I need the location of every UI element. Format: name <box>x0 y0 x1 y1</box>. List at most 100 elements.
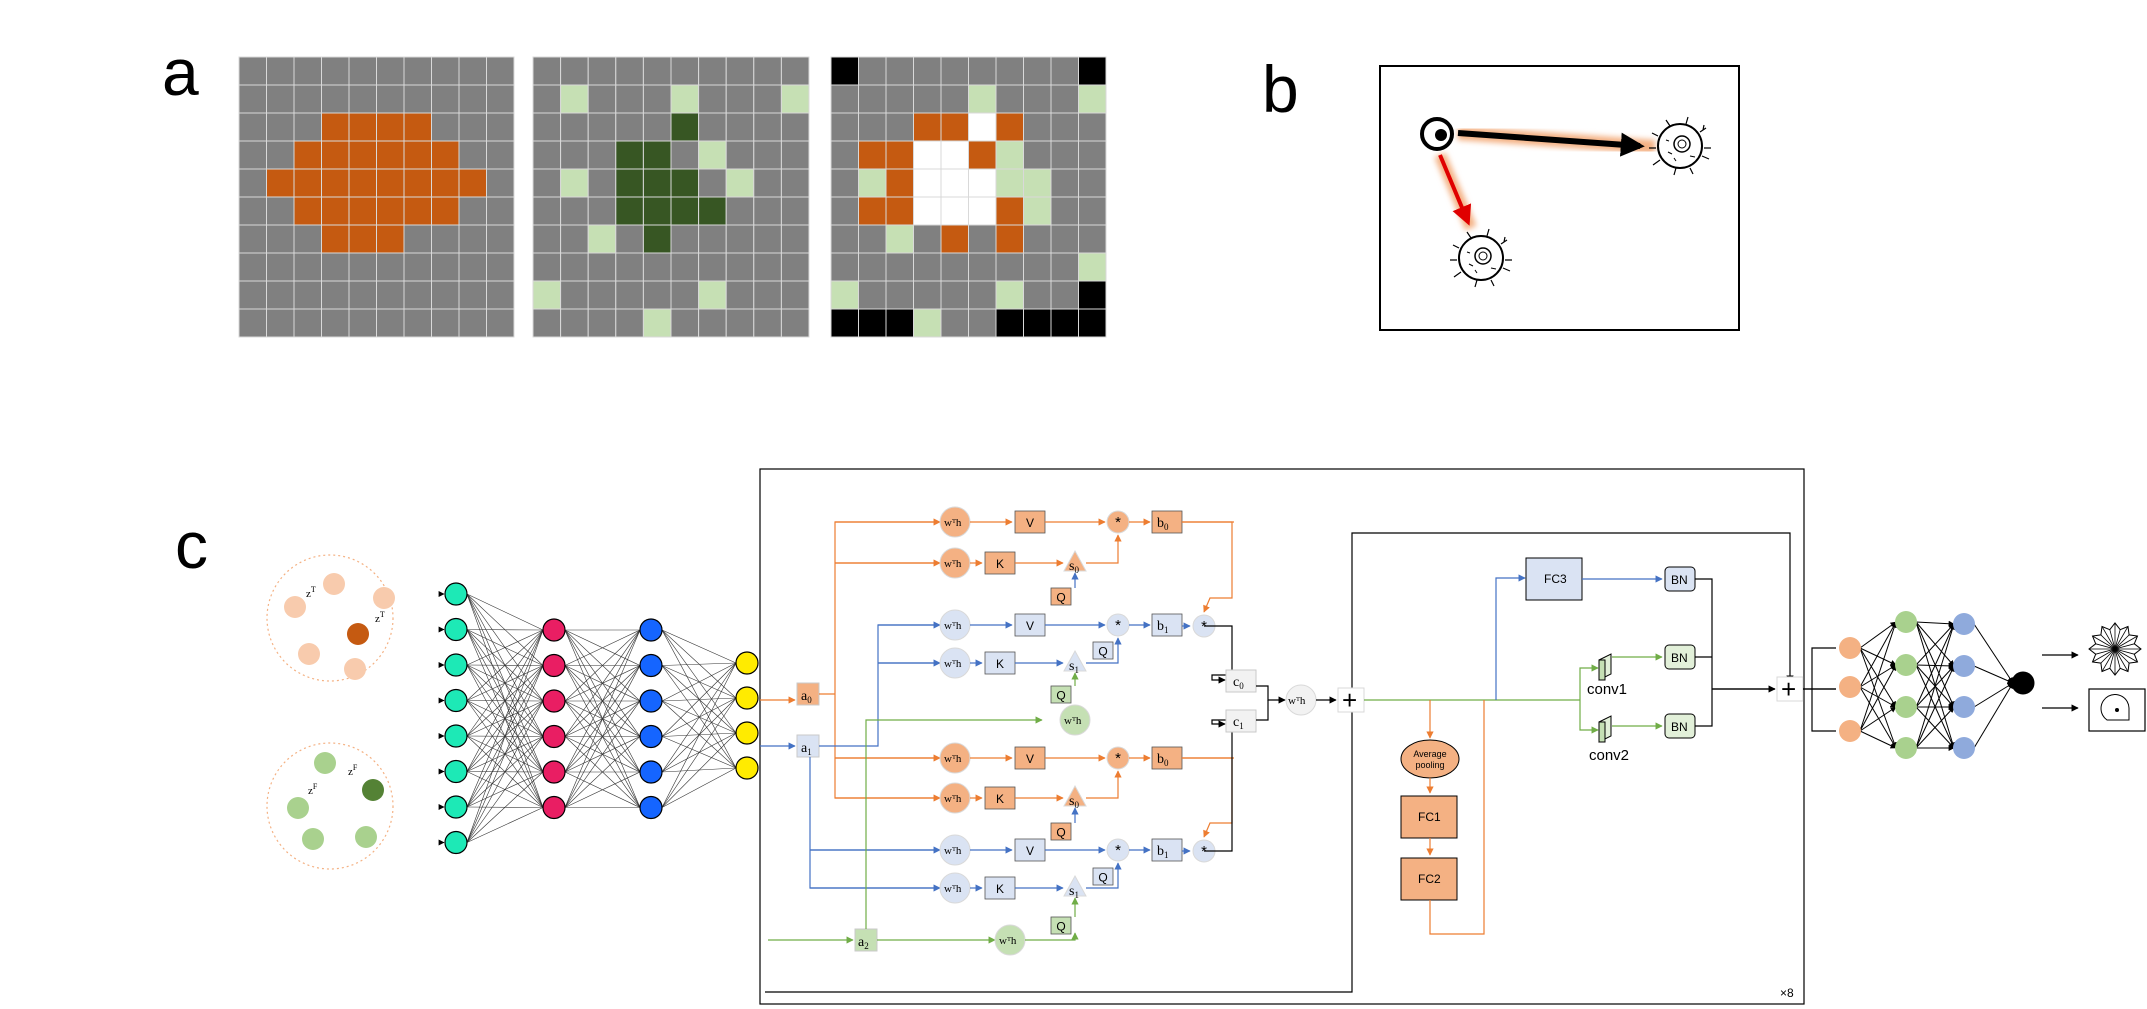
grid-cell <box>885 168 914 198</box>
mlp-node <box>639 618 663 642</box>
mlp-connection <box>466 629 544 701</box>
grid-cell <box>560 252 589 282</box>
grid-cell <box>431 56 460 86</box>
grid-cell <box>995 252 1024 282</box>
wth-label: wᵀh <box>944 620 962 632</box>
latent-point <box>287 797 309 819</box>
grid-cell <box>458 196 487 226</box>
latent-point <box>298 643 320 665</box>
grid-cell <box>403 112 432 142</box>
grid-cell <box>1078 84 1107 114</box>
grid-cell <box>940 224 969 254</box>
grid-cell <box>698 84 727 114</box>
grid-cell <box>266 252 295 282</box>
mlp-connection <box>466 629 544 843</box>
mlp-connection <box>564 736 641 808</box>
grid-cell <box>1050 140 1079 170</box>
grid-cell <box>995 224 1024 254</box>
grid-cell <box>238 308 267 338</box>
grid-cell <box>532 56 562 86</box>
repeat-label: ×8 <box>1780 986 1794 1000</box>
grid-cell <box>830 252 859 282</box>
grid-cell <box>458 56 487 86</box>
grid-cell <box>725 252 755 282</box>
grid-cell <box>458 252 487 282</box>
mlp-connection <box>466 736 544 843</box>
grid-cell <box>642 168 672 198</box>
grid-cell <box>1023 308 1052 338</box>
grid-cell <box>615 252 644 282</box>
q-mid-box <box>1092 867 1114 886</box>
grid-cell <box>615 112 644 142</box>
grid-cell <box>486 168 515 198</box>
grid-cell <box>458 168 487 198</box>
grid-cell <box>1050 308 1079 338</box>
green-to-q <box>1025 932 1079 941</box>
grid-cell <box>968 168 997 198</box>
grid-cell <box>940 252 969 282</box>
mlp-connection <box>466 807 544 843</box>
output-mlp-connection <box>1859 686 1897 749</box>
grid-cell <box>238 224 267 254</box>
grid-cell <box>698 280 727 310</box>
conv1-label: conv1 <box>1587 681 1627 698</box>
blue-trunk <box>809 624 940 889</box>
grid-cell <box>940 84 969 114</box>
grid-cell <box>940 168 969 198</box>
mlp-connection <box>466 629 544 737</box>
grid-cell <box>885 84 914 114</box>
grid-cell <box>995 280 1024 310</box>
grid-cell <box>968 140 997 170</box>
grid-cell <box>615 56 644 86</box>
grid-cell <box>830 112 859 142</box>
output-mlp-node <box>1953 696 1975 718</box>
grid-cell <box>321 196 350 226</box>
grid-cell <box>321 56 350 86</box>
arrow-to-far-cell <box>1457 130 1645 157</box>
grid-cell <box>560 308 589 338</box>
grid-cell <box>725 112 755 142</box>
output-mlp-node <box>1895 696 1917 718</box>
grid-cell <box>753 280 782 310</box>
arrow-to-near-cell <box>1438 154 1472 226</box>
grid-cell <box>376 84 405 114</box>
mlp-node <box>639 653 663 678</box>
grid-cell <box>940 308 969 338</box>
grid-cell <box>458 280 487 310</box>
mlp-connection <box>564 771 641 808</box>
grid-cell <box>587 252 617 282</box>
grid-cell <box>858 84 887 114</box>
grid-cell <box>1023 112 1052 142</box>
grid-cell <box>376 308 405 338</box>
grid-cell <box>560 56 589 86</box>
grid-cell <box>725 56 755 86</box>
grid-cell <box>858 308 887 338</box>
latent-label-bottom-2: zF <box>308 782 318 797</box>
grid-cell <box>403 252 432 282</box>
latent-cluster-bottom <box>266 742 394 870</box>
grid-cell <box>1023 280 1052 310</box>
wth-label: wᵀh <box>944 793 962 805</box>
output-mlp-node <box>1953 737 1975 759</box>
grid-cell <box>238 280 267 310</box>
circular-fingerprint-icon <box>2088 622 2142 676</box>
grid-cell <box>293 168 322 198</box>
grid-cell <box>293 308 322 338</box>
to-conv1 <box>1579 664 1599 700</box>
fc2-gate-return <box>1429 700 1485 935</box>
grid-cell <box>1050 196 1079 226</box>
grid-cell <box>486 112 515 142</box>
grid-cell <box>486 280 515 310</box>
mlp-connection <box>466 771 544 843</box>
mlp-connection <box>564 629 641 737</box>
to-fc3 <box>1495 574 1526 700</box>
grid-cell <box>913 140 942 170</box>
q-box <box>1050 587 1072 606</box>
grid-cell <box>913 280 942 310</box>
grid-cell <box>348 196 377 226</box>
grid-cell <box>780 252 810 282</box>
grid-cell <box>238 168 267 198</box>
grid-cell <box>1078 56 1107 86</box>
grid-cell <box>587 308 617 338</box>
grid-cell <box>560 84 589 114</box>
